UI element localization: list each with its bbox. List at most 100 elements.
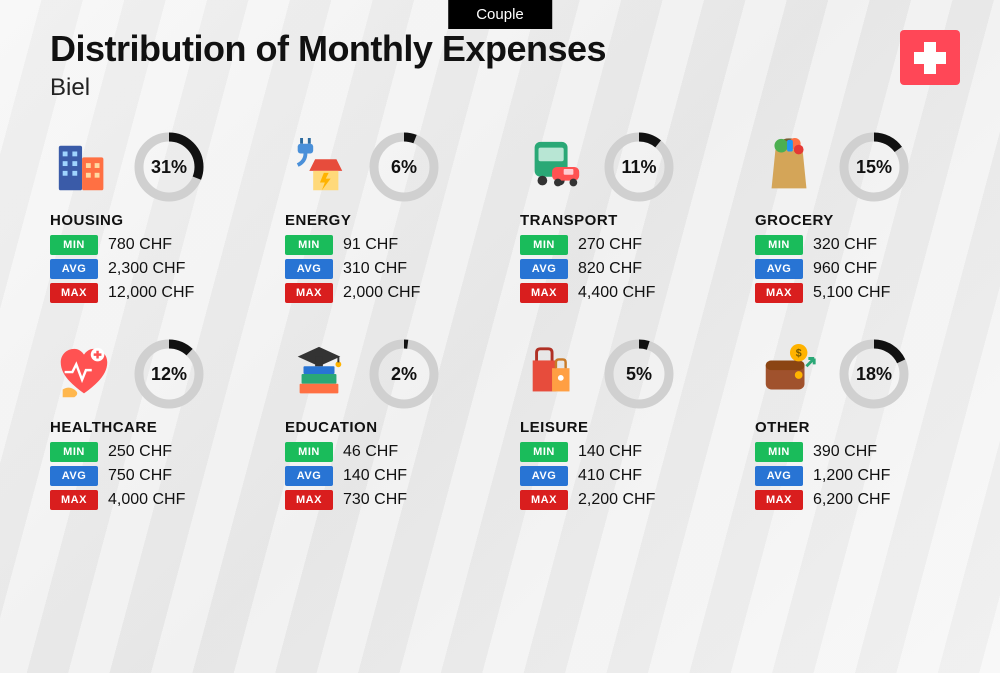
swiss-flag-icon xyxy=(900,30,960,85)
max-badge: MAX xyxy=(520,490,568,510)
expense-grid: 31% HOUSING MIN 780 CHF AVG 2,300 CHF MA… xyxy=(50,130,960,514)
percent-donut: 15% xyxy=(837,130,911,204)
transport-icon xyxy=(520,133,588,201)
stat-max: MAX 2,200 CHF xyxy=(520,490,725,510)
stat-min: MIN 91 CHF xyxy=(285,235,490,255)
percent-donut: 5% xyxy=(602,337,676,411)
stat-max: MAX 4,400 CHF xyxy=(520,283,725,303)
stat-min: MIN 140 CHF xyxy=(520,442,725,462)
avg-badge: AVG xyxy=(50,259,98,279)
stat-max: MAX 4,000 CHF xyxy=(50,490,255,510)
expense-card-transport: 11% TRANSPORT MIN 270 CHF AVG 820 CHF MA… xyxy=(520,130,725,307)
percent-donut: 12% xyxy=(132,337,206,411)
avg-badge: AVG xyxy=(755,259,803,279)
percent-label: 6% xyxy=(367,130,441,204)
stat-avg: AVG 140 CHF xyxy=(285,466,490,486)
avg-value: 960 CHF xyxy=(813,260,877,278)
min-badge: MIN xyxy=(285,235,333,255)
expense-card-housing: 31% HOUSING MIN 780 CHF AVG 2,300 CHF MA… xyxy=(50,130,255,307)
max-badge: MAX xyxy=(50,283,98,303)
min-value: 390 CHF xyxy=(813,443,877,461)
leisure-icon xyxy=(520,340,588,408)
stat-avg: AVG 750 CHF xyxy=(50,466,255,486)
stat-min: MIN 270 CHF xyxy=(520,235,725,255)
avg-badge: AVG xyxy=(520,466,568,486)
category-name: HOUSING xyxy=(50,212,255,229)
max-value: 730 CHF xyxy=(343,491,407,509)
energy-icon xyxy=(285,133,353,201)
stat-max: MAX 6,200 CHF xyxy=(755,490,960,510)
percent-donut: 2% xyxy=(367,337,441,411)
min-value: 91 CHF xyxy=(343,236,398,254)
avg-badge: AVG xyxy=(755,466,803,486)
percent-donut: 31% xyxy=(132,130,206,204)
percent-label: 15% xyxy=(837,130,911,204)
other-icon: $ xyxy=(755,340,823,408)
svg-text:$: $ xyxy=(796,348,802,360)
percent-label: 12% xyxy=(132,337,206,411)
min-badge: MIN xyxy=(285,442,333,462)
expense-card-healthcare: 12% HEALTHCARE MIN 250 CHF AVG 750 CHF M… xyxy=(50,337,255,514)
stat-max: MAX 5,100 CHF xyxy=(755,283,960,303)
max-badge: MAX xyxy=(520,283,568,303)
city-name: Biel xyxy=(50,74,606,102)
min-value: 320 CHF xyxy=(813,236,877,254)
stat-min: MIN 250 CHF xyxy=(50,442,255,462)
stat-avg: AVG 820 CHF xyxy=(520,259,725,279)
min-value: 270 CHF xyxy=(578,236,642,254)
page-title: Distribution of Monthly Expenses xyxy=(50,28,606,70)
percent-label: 2% xyxy=(367,337,441,411)
min-value: 780 CHF xyxy=(108,236,172,254)
min-badge: MIN xyxy=(520,442,568,462)
category-name: EDUCATION xyxy=(285,419,490,436)
max-value: 5,100 CHF xyxy=(813,284,890,302)
percent-label: 11% xyxy=(602,130,676,204)
stat-max: MAX 12,000 CHF xyxy=(50,283,255,303)
grocery-icon xyxy=(755,133,823,201)
avg-badge: AVG xyxy=(285,466,333,486)
percent-donut: 11% xyxy=(602,130,676,204)
stat-min: MIN 320 CHF xyxy=(755,235,960,255)
min-value: 46 CHF xyxy=(343,443,398,461)
expense-card-education: 2% EDUCATION MIN 46 CHF AVG 140 CHF MAX … xyxy=(285,337,490,514)
min-badge: MIN xyxy=(50,442,98,462)
avg-value: 750 CHF xyxy=(108,467,172,485)
stat-min: MIN 46 CHF xyxy=(285,442,490,462)
expense-card-energy: 6% ENERGY MIN 91 CHF AVG 310 CHF MAX 2,0… xyxy=(285,130,490,307)
max-value: 4,400 CHF xyxy=(578,284,655,302)
stat-max: MAX 2,000 CHF xyxy=(285,283,490,303)
stat-min: MIN 780 CHF xyxy=(50,235,255,255)
max-value: 6,200 CHF xyxy=(813,491,890,509)
header: Distribution of Monthly Expenses Biel xyxy=(50,28,606,102)
max-value: 12,000 CHF xyxy=(108,284,194,302)
education-icon xyxy=(285,340,353,408)
stat-avg: AVG 410 CHF xyxy=(520,466,725,486)
percent-donut: 6% xyxy=(367,130,441,204)
healthcare-icon xyxy=(50,340,118,408)
min-badge: MIN xyxy=(50,235,98,255)
category-name: HEALTHCARE xyxy=(50,419,255,436)
stat-avg: AVG 1,200 CHF xyxy=(755,466,960,486)
percent-donut: 18% xyxy=(837,337,911,411)
stat-avg: AVG 310 CHF xyxy=(285,259,490,279)
category-name: TRANSPORT xyxy=(520,212,725,229)
min-badge: MIN xyxy=(755,442,803,462)
avg-value: 820 CHF xyxy=(578,260,642,278)
expense-card-leisure: 5% LEISURE MIN 140 CHF AVG 410 CHF MAX 2… xyxy=(520,337,725,514)
avg-badge: AVG xyxy=(520,259,568,279)
max-badge: MAX xyxy=(755,490,803,510)
expense-card-grocery: 15% GROCERY MIN 320 CHF AVG 960 CHF MAX … xyxy=(755,130,960,307)
expense-card-other: $ 18% OTHER MIN 390 CHF AVG 1,200 CHF MA… xyxy=(755,337,960,514)
stat-max: MAX 730 CHF xyxy=(285,490,490,510)
category-name: OTHER xyxy=(755,419,960,436)
min-value: 250 CHF xyxy=(108,443,172,461)
category-name: GROCERY xyxy=(755,212,960,229)
percent-label: 31% xyxy=(132,130,206,204)
max-badge: MAX xyxy=(755,283,803,303)
max-badge: MAX xyxy=(50,490,98,510)
avg-value: 410 CHF xyxy=(578,467,642,485)
avg-value: 1,200 CHF xyxy=(813,467,890,485)
max-value: 2,200 CHF xyxy=(578,491,655,509)
avg-value: 140 CHF xyxy=(343,467,407,485)
avg-value: 2,300 CHF xyxy=(108,260,185,278)
